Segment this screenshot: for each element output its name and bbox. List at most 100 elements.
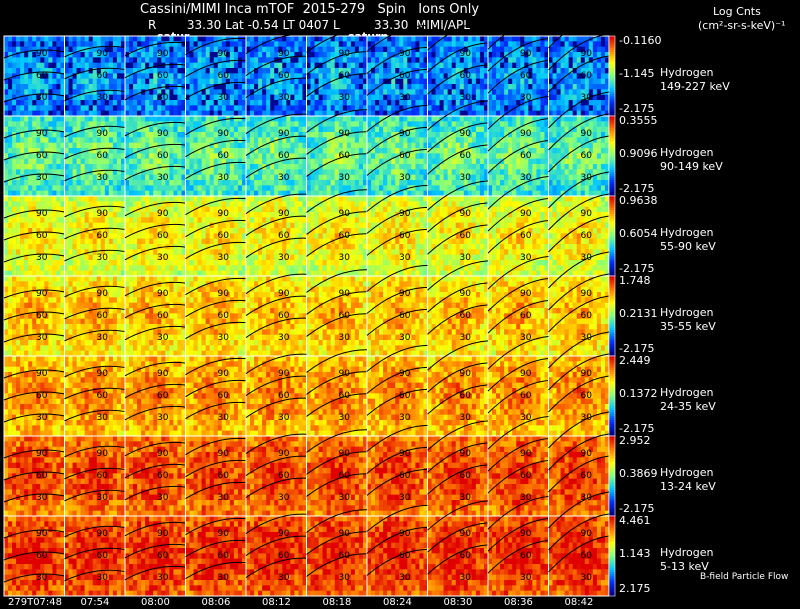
- units-label: (cm²-sr-s-keV)⁻¹: [698, 19, 785, 32]
- colorbar-tick-label: 1.748: [619, 274, 651, 287]
- colorbar: [608, 35, 616, 117]
- svg-text:30: 30: [399, 93, 411, 103]
- svg-text:30: 30: [36, 93, 48, 103]
- time-tick-label: 08:12: [262, 597, 291, 608]
- colorbar-tick-label: -2.175: [619, 262, 654, 275]
- svg-text:60: 60: [97, 71, 109, 81]
- colorbar-tick-label: 4.461: [619, 514, 651, 527]
- colorbar-tick-label: -1.145: [619, 67, 654, 80]
- svg-text:90: 90: [520, 49, 532, 59]
- colorbar-tick-label: -2.175: [619, 182, 654, 195]
- svg-text:60: 60: [339, 71, 351, 81]
- time-tick-label: 08:06: [202, 597, 231, 608]
- svg-text:90: 90: [218, 49, 230, 59]
- colorbar-tick-label: -2.175: [619, 342, 654, 355]
- svg-text:90: 90: [97, 49, 109, 59]
- energy-channel-label: Hydrogen 90-149 keV: [660, 146, 723, 174]
- colorbar-tick-label: 2.952: [619, 434, 651, 447]
- time-tick-label: 07:54: [81, 597, 110, 608]
- time-tick-label: 08:36: [504, 597, 533, 608]
- time-tick-label: 08:00: [141, 597, 170, 608]
- svg-text:90: 90: [581, 129, 593, 139]
- colorbar: [608, 275, 616, 357]
- svg-text:30: 30: [218, 173, 230, 183]
- svg-text:30: 30: [278, 173, 290, 183]
- colorbar-tick-label: 1.143: [619, 547, 651, 560]
- svg-text:30: 30: [278, 93, 290, 103]
- svg-text:60: 60: [581, 151, 593, 161]
- colorbar-tick-label: -2.175: [619, 102, 654, 115]
- colorbar-tick-label: -2.175: [619, 502, 654, 515]
- svg-text:60: 60: [460, 151, 472, 161]
- svg-text:30: 30: [157, 173, 169, 183]
- svg-text:90: 90: [278, 49, 290, 59]
- colorbar-tick-label: -2.175: [619, 422, 654, 435]
- svg-text:60: 60: [36, 71, 48, 81]
- svg-text:30: 30: [581, 93, 593, 103]
- time-tick-label: 08:30: [444, 597, 473, 608]
- svg-text:60: 60: [520, 71, 532, 81]
- chart-subtitle: R 33.30 Lat -0.54 LT 0407 L 33.30 MIMI/A…: [148, 18, 470, 32]
- svg-text:60: 60: [157, 151, 169, 161]
- energy-channel-label: Hydrogen 5-13 keV: [660, 546, 714, 574]
- svg-text:30: 30: [339, 93, 351, 103]
- colorbar-tick-label: 0.3869: [619, 467, 658, 480]
- svg-text:90: 90: [581, 49, 593, 59]
- heatmap-panel: 90 60 30: [548, 91, 610, 197]
- svg-text:90: 90: [36, 129, 48, 139]
- svg-text:60: 60: [218, 151, 230, 161]
- chart-title: Cassini/MIMI Inca mTOF 2015-279 Spin Ion…: [140, 2, 479, 17]
- svg-text:90: 90: [399, 49, 411, 59]
- svg-text:60: 60: [460, 71, 472, 81]
- svg-text:90: 90: [520, 129, 532, 139]
- svg-text:30: 30: [339, 173, 351, 183]
- svg-text:30: 30: [36, 173, 48, 183]
- svg-text:90: 90: [97, 129, 109, 139]
- colorbar-tick-label: 0.1372: [619, 387, 658, 400]
- colorbar-tick-label: -0.1160: [619, 34, 661, 47]
- colorbar-tick-label: 0.9096: [619, 147, 658, 160]
- svg-text:90: 90: [460, 129, 472, 139]
- colorbar-tick-label: 2.175: [619, 582, 651, 595]
- svg-text:30: 30: [399, 173, 411, 183]
- svg-text:60: 60: [97, 151, 109, 161]
- colorbar-tick-label: 0.3555: [619, 114, 658, 127]
